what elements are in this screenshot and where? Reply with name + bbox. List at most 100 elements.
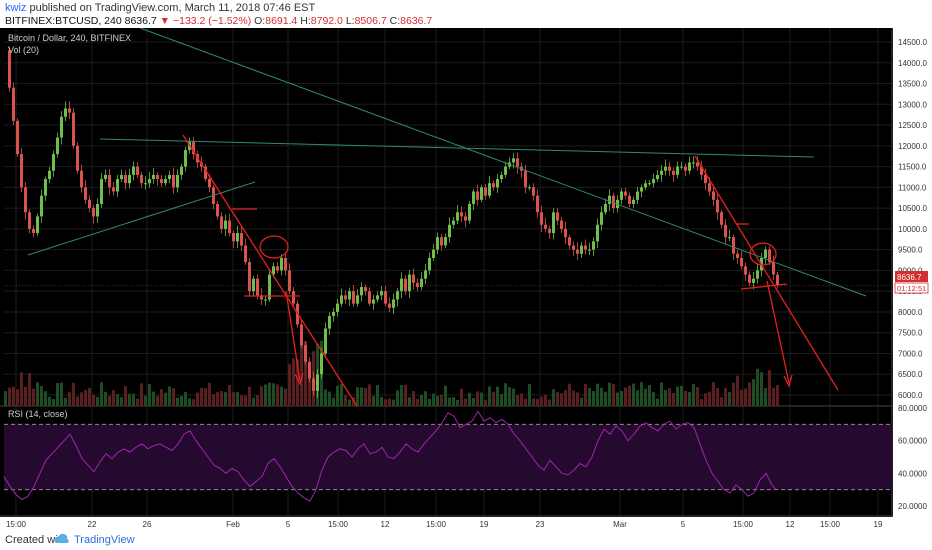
candle-body	[460, 212, 463, 217]
volume-bar	[464, 398, 467, 406]
candle-body	[312, 378, 315, 391]
candle-body	[664, 166, 667, 171]
candle-body	[436, 237, 439, 250]
high-label: H:	[300, 15, 311, 27]
candle-body	[524, 170, 527, 188]
target-arrow-2[interactable]	[766, 280, 790, 384]
rsi-tick-label: 80.0000	[898, 404, 927, 413]
volume-bar	[660, 382, 663, 406]
volume-bar	[52, 399, 55, 406]
volume-bar	[432, 393, 435, 406]
volume-bar	[280, 386, 283, 406]
time-tick-label: 19	[480, 520, 489, 529]
price-tick-label: 13500.0	[898, 80, 927, 89]
volume-bar	[224, 392, 227, 406]
volume-bar	[140, 383, 143, 406]
volume-bar	[672, 392, 675, 406]
candle-body	[64, 108, 67, 117]
rising-support-line[interactable]	[27, 181, 256, 256]
candle-body	[260, 295, 263, 300]
candle-body	[76, 145, 79, 171]
volume-bar	[776, 384, 779, 406]
price-tick-label: 11000.0	[898, 183, 927, 192]
candle-body	[484, 187, 487, 196]
circle-2[interactable]	[749, 242, 777, 266]
candle-body	[688, 162, 691, 171]
countdown-bg	[894, 282, 929, 294]
volume-bar	[588, 388, 591, 406]
level-mark-4[interactable]	[740, 283, 788, 290]
candle-body	[548, 228, 551, 234]
volume-bar	[304, 341, 307, 406]
volume-bar	[420, 394, 423, 406]
candle-body	[476, 191, 479, 200]
volume-bar	[252, 397, 255, 406]
candle-body	[184, 149, 187, 167]
volume-bar	[124, 386, 127, 406]
volume-bar	[244, 395, 247, 406]
candle-body	[404, 278, 407, 292]
volume-bar	[372, 395, 375, 406]
publish-info: kwiz published on TradingView.com, March…	[5, 2, 315, 14]
candle-body	[156, 174, 159, 180]
candle-body	[364, 287, 367, 292]
time-axis[interactable]: 15:00 22 26 Feb 5 15:00 12 15:00 19 23 Mar 5 15:00 12…	[0, 517, 893, 530]
rsi-tick-label: 40.0000	[898, 469, 927, 478]
volume-bar	[256, 395, 259, 406]
candle-body	[420, 278, 423, 288]
volume-bar	[160, 389, 163, 406]
volume-bar	[572, 390, 575, 406]
target-arrow-1[interactable]	[285, 290, 301, 382]
price-candles	[4, 46, 892, 398]
volume-bar	[368, 384, 371, 406]
price-tick-label: 7500.0	[898, 329, 923, 338]
candle-body	[96, 203, 99, 217]
resistance-line[interactable]	[99, 138, 815, 158]
candle-body	[276, 266, 279, 271]
volume-bar	[176, 397, 179, 406]
volume-bar	[616, 392, 619, 406]
candle-body	[452, 220, 455, 225]
author-link[interactable]: kwiz	[5, 2, 27, 14]
time-tick-label: 15:00	[733, 520, 754, 529]
candle-body	[36, 216, 39, 234]
volume-bar	[648, 385, 651, 406]
candle-body	[152, 174, 155, 180]
candle-body	[288, 270, 291, 292]
volume-bar	[356, 387, 359, 406]
decline-line-1[interactable]	[182, 134, 358, 407]
long-downtrend-line[interactable]	[139, 28, 867, 297]
volume-bar	[392, 399, 395, 406]
candle-body	[644, 183, 647, 188]
candle-body	[172, 174, 175, 188]
candle-body	[740, 257, 743, 267]
candle-body	[384, 291, 387, 304]
main-pane-title: Bitcoin / Dollar, 240, BITFINEX	[8, 33, 131, 43]
time-axis-bg	[0, 517, 893, 530]
rsi-pane	[3, 410, 892, 502]
volume-bar	[360, 387, 363, 406]
candle-body	[264, 299, 267, 301]
volume-bar	[568, 383, 571, 406]
candle-body	[180, 166, 183, 175]
time-tick-label: 22	[88, 520, 97, 529]
candle-body	[416, 282, 419, 288]
circle-1[interactable]	[259, 235, 289, 259]
decline-line-2[interactable]	[694, 155, 839, 391]
volume-bar	[696, 387, 699, 406]
volume-bar	[56, 383, 59, 406]
volume-bar	[612, 384, 615, 406]
chart-canvas[interactable]: Bitcoin / Dollar, 240, BITFINEX Vol (20)…	[0, 28, 932, 530]
rsi-band-fill	[4, 424, 892, 490]
volume-bar	[296, 359, 299, 406]
volume-bar	[172, 388, 175, 406]
tradingview-link[interactable]: TradingView	[74, 534, 135, 546]
price-tick-label: 6500.0	[898, 370, 923, 379]
volume-bar	[32, 388, 35, 406]
volume-bar	[212, 394, 215, 406]
time-tick-label: 5	[286, 520, 291, 529]
volume-bar	[724, 387, 727, 406]
volume-bar	[716, 388, 719, 406]
volume-bar	[376, 385, 379, 406]
volume-bar	[620, 391, 623, 406]
